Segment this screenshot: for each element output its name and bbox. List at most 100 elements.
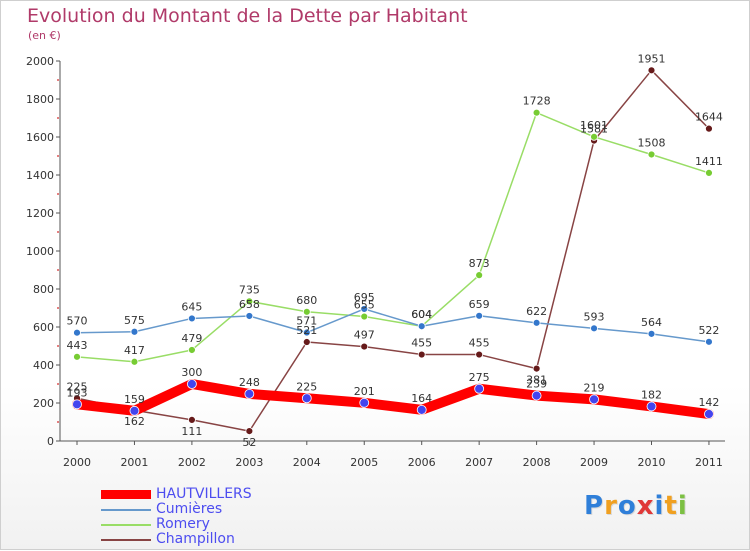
logo-letter: r (604, 491, 618, 521)
point-romery (187, 346, 196, 354)
point-hautvillers (531, 390, 542, 401)
x-tick-label: 2003 (235, 456, 263, 469)
point-romery (130, 357, 139, 366)
point-romery (590, 132, 598, 141)
point-hautvillers (416, 404, 427, 415)
data-label-hautvillers: 182 (641, 388, 662, 401)
point-cumieres (187, 314, 196, 323)
data-labels-layer: 225 162 111 52 521 497 455 455 381 1581 1951 1644 44… (67, 52, 723, 449)
data-label-romery: 680 (296, 294, 317, 307)
data-label-romery: 1411 (695, 155, 723, 168)
data-label-cumieres: 570 (67, 315, 88, 328)
y-tick-label: 1000 (26, 245, 54, 258)
y-tick-label: 600 (33, 321, 54, 334)
data-label-romery: 1508 (638, 136, 666, 149)
point-hautvillers (704, 409, 714, 419)
x-tick-label: 2001 (120, 456, 148, 469)
data-label-hautvillers: 164 (411, 392, 432, 405)
data-label-hautvillers: 159 (124, 393, 145, 406)
x-tick-label: 2004 (293, 456, 321, 469)
legend-swatch (101, 538, 151, 541)
legend-item-cumieres: Cumières (101, 502, 351, 517)
y-tick-label: 1800 (26, 93, 54, 106)
logo-letter: i (677, 491, 688, 521)
point-romery (532, 108, 541, 117)
data-label-romery: 735 (239, 283, 260, 296)
x-tick-label: 2006 (408, 456, 436, 469)
chart-subtitle: (en €) (28, 29, 61, 42)
point-hautvillers (589, 394, 599, 405)
series-line-romery (76, 111, 710, 363)
data-label-champillon: 111 (181, 425, 202, 438)
data-label-cumieres: 564 (641, 316, 662, 329)
point-champillon (475, 350, 484, 359)
data-label-romery: 655 (354, 299, 375, 312)
data-label-champillon: 1581 (580, 123, 608, 136)
point-champillon (647, 66, 656, 75)
point-cumieres (360, 305, 369, 313)
y-tick-label: 200 (33, 397, 54, 410)
point-cumieres (73, 328, 81, 337)
legend-label: Cumières (156, 501, 223, 517)
legend-swatch (101, 523, 151, 526)
data-label-champillon: 521 (296, 324, 317, 337)
series-line-champillon (76, 69, 710, 432)
y-tick-label: 1600 (26, 131, 54, 144)
legend-item-champillon: Champillon (101, 532, 351, 547)
point-romery (705, 169, 713, 177)
proxiti-logo: Proxiti (584, 491, 688, 521)
logo-letter: x (636, 491, 655, 521)
data-label-hautvillers: 239 (526, 378, 547, 391)
data-label-champillon: 455 (411, 337, 432, 350)
data-label-hautvillers: 300 (181, 366, 202, 379)
point-romery (647, 150, 656, 159)
point-hautvillers (72, 399, 82, 410)
y-tick-label: 0 (47, 435, 54, 448)
point-champillon (360, 342, 369, 351)
point-champillon (705, 124, 713, 133)
legend-label: Romery (156, 516, 210, 532)
point-cumieres (590, 324, 598, 333)
data-label-cumieres: 658 (239, 298, 260, 311)
data-label-champillon: 52 (242, 436, 256, 449)
data-label-romery: 479 (181, 332, 202, 345)
legend-item-hautvillers: HAUTVILLERS (101, 487, 351, 502)
data-label-champillon: 381 (526, 374, 547, 387)
point-cumieres (417, 322, 426, 331)
point-cumieres (532, 318, 541, 327)
data-label-cumieres: 522 (698, 324, 719, 337)
point-hautvillers (129, 405, 140, 416)
logo-letter: t (664, 491, 678, 521)
data-label-cumieres: 604 (411, 308, 432, 321)
logo-letter: P (584, 491, 605, 521)
data-label-romery: 604 (411, 308, 432, 321)
legend-item-romery: Romery (101, 517, 351, 532)
point-hautvillers (474, 383, 485, 394)
point-cumieres (647, 329, 656, 338)
data-label-cumieres: 571 (296, 315, 317, 328)
point-cumieres (130, 327, 139, 336)
point-cumieres (245, 312, 254, 320)
point-champillon (417, 350, 426, 359)
point-romery (245, 297, 254, 306)
data-label-champillon: 162 (124, 415, 145, 428)
point-cumieres (475, 311, 484, 320)
y-tick-label: 1400 (26, 169, 54, 182)
data-label-romery: 1728 (523, 95, 551, 108)
x-tick-label: 2009 (580, 456, 608, 469)
point-romery (73, 352, 81, 361)
data-label-cumieres: 695 (354, 291, 375, 304)
data-label-hautvillers: 201 (354, 385, 375, 398)
point-champillon (187, 416, 196, 424)
series-line-cumieres (76, 308, 710, 343)
point-hautvillers (301, 393, 312, 404)
data-label-hautvillers: 225 (296, 380, 317, 393)
data-label-hautvillers: 142 (698, 396, 719, 409)
point-cumieres (705, 337, 713, 346)
data-label-cumieres: 622 (526, 305, 547, 318)
data-label-champillon: 497 (354, 329, 375, 342)
point-champillon (245, 427, 254, 436)
data-label-champillon: 225 (67, 380, 88, 393)
data-label-cumieres: 659 (469, 298, 490, 311)
